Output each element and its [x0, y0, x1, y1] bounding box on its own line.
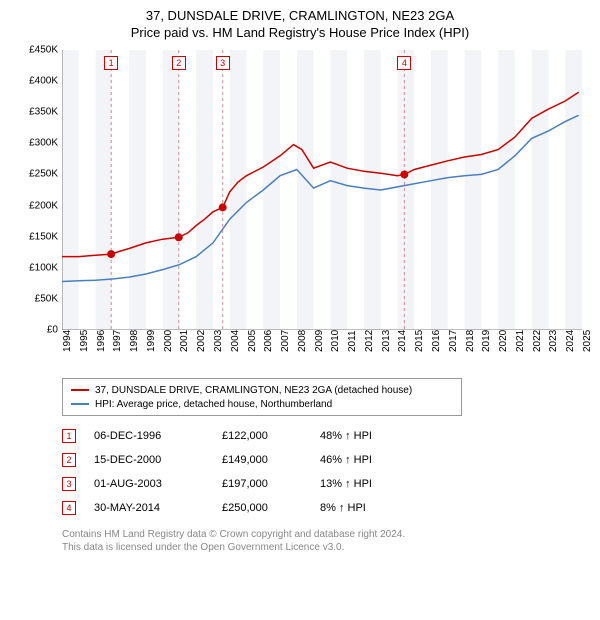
y-axis-tick-label: £50K [12, 293, 58, 304]
plot-region: 1 2 3 4 [62, 50, 582, 330]
transaction-diff: 48% ↑ HPI [320, 430, 410, 442]
legend-swatch [71, 403, 89, 405]
legend-item: HPI: Average price, detached house, Nort… [71, 397, 453, 411]
legend-item: 37, DUNSDALE DRIVE, CRAMLINGTON, NE23 2G… [71, 383, 453, 397]
event-marker: 3 [216, 56, 230, 70]
table-row: 2 15-DEC-2000 £149,000 46% ↑ HPI [62, 448, 588, 472]
transaction-date: 15-DEC-2000 [94, 454, 204, 466]
y-axis-tick-label: £150K [12, 231, 58, 242]
transaction-diff: 46% ↑ HPI [320, 454, 410, 466]
transaction-marker: 4 [62, 501, 76, 515]
event-marker: 2 [172, 56, 186, 70]
transactions-table: 1 06-DEC-1996 £122,000 48% ↑ HPI 2 15-DE… [62, 424, 588, 520]
y-axis-tick-label: £450K [12, 45, 58, 56]
event-marker: 1 [104, 56, 118, 70]
transaction-price: £250,000 [222, 502, 302, 514]
x-axis-tick-label: 2025 [582, 330, 600, 352]
legend-label: HPI: Average price, detached house, Nort… [95, 399, 332, 410]
event-marker: 4 [397, 56, 411, 70]
footer-line: This data is licensed under the Open Gov… [62, 541, 588, 554]
transaction-price: £122,000 [222, 430, 302, 442]
transaction-diff: 8% ↑ HPI [320, 502, 410, 514]
table-row: 1 06-DEC-1996 £122,000 48% ↑ HPI [62, 424, 588, 448]
legend: 37, DUNSDALE DRIVE, CRAMLINGTON, NE23 2G… [62, 378, 462, 416]
transaction-price: £149,000 [222, 454, 302, 466]
title-address: 37, DUNSDALE DRIVE, CRAMLINGTON, NE23 2G… [12, 8, 588, 23]
transaction-date: 06-DEC-1996 [94, 430, 204, 442]
y-axis-tick-label: £350K [12, 107, 58, 118]
title-subtitle: Price paid vs. HM Land Registry's House … [12, 25, 588, 40]
table-row: 3 01-AUG-2003 £197,000 13% ↑ HPI [62, 472, 588, 496]
footer-line: Contains HM Land Registry data © Crown c… [62, 528, 588, 541]
transaction-diff: 13% ↑ HPI [320, 478, 410, 490]
chart-title-block: 37, DUNSDALE DRIVE, CRAMLINGTON, NE23 2G… [12, 8, 588, 40]
y-axis-tick-label: £0 [12, 325, 58, 336]
transaction-marker: 2 [62, 453, 76, 467]
y-axis-tick-label: £200K [12, 200, 58, 211]
transaction-date: 01-AUG-2003 [94, 478, 204, 490]
legend-swatch [71, 389, 89, 391]
transaction-marker: 3 [62, 477, 76, 491]
chart-area: £0 £50K £100K £150K £200K £250K £300K £350K £400… [12, 46, 588, 376]
table-row: 4 30-MAY-2014 £250,000 8% ↑ HPI [62, 496, 588, 520]
legend-label: 37, DUNSDALE DRIVE, CRAMLINGTON, NE23 2G… [95, 385, 412, 396]
transaction-price: £197,000 [222, 478, 302, 490]
footer-attribution: Contains HM Land Registry data © Crown c… [62, 528, 588, 554]
y-axis-tick-label: £300K [12, 138, 58, 149]
y-axis-tick-label: £100K [12, 262, 58, 273]
y-axis-tick-label: £250K [12, 169, 58, 180]
y-axis-tick-label: £400K [12, 76, 58, 87]
transaction-date: 30-MAY-2014 [94, 502, 204, 514]
transaction-marker: 1 [62, 429, 76, 443]
